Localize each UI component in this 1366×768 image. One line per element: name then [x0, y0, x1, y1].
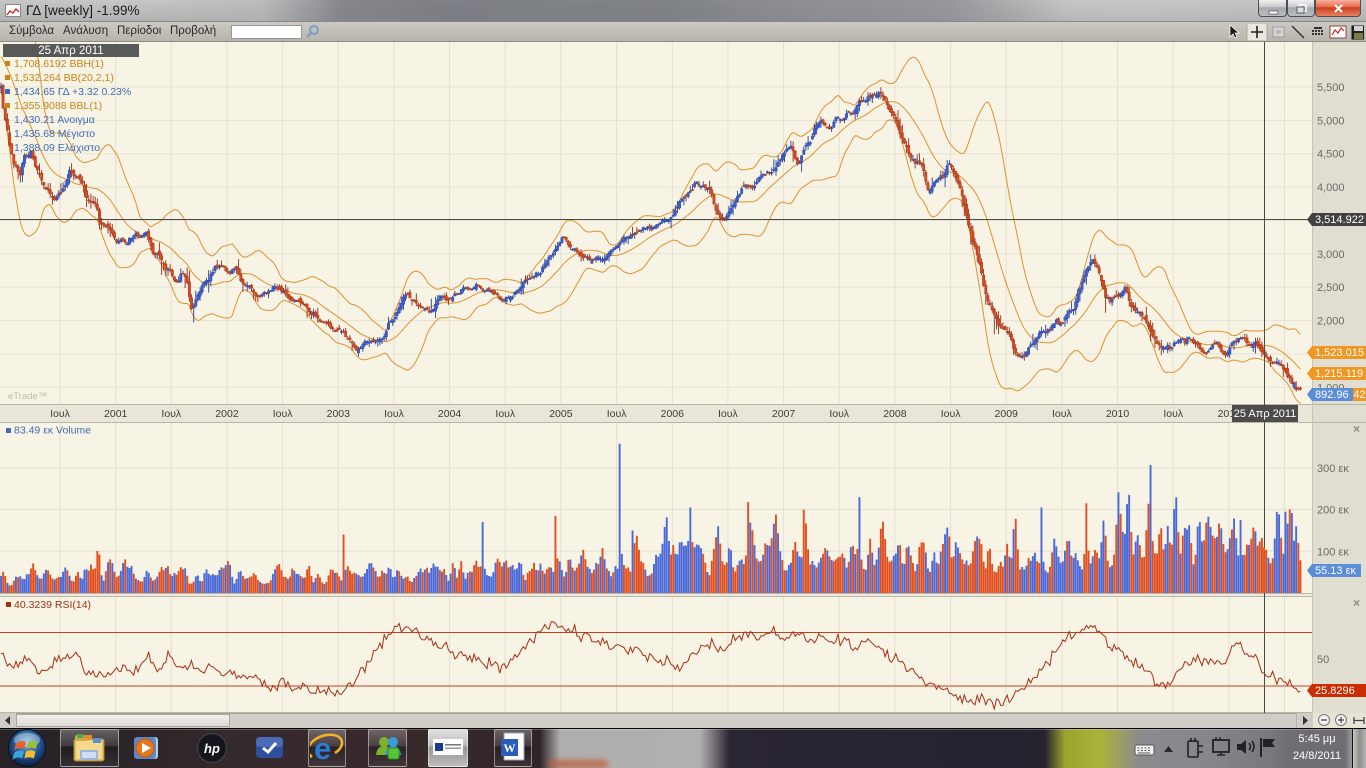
- svg-text:1,434.65 ΓΔ +3.32 0.23%: 1,434.65 ΓΔ +3.32 0.23%: [14, 86, 131, 98]
- svg-text:200 εκ: 200 εκ: [1317, 505, 1349, 517]
- svg-text:Ιουλ: Ιουλ: [50, 408, 70, 420]
- svg-text:300 εκ: 300 εκ: [1317, 463, 1349, 475]
- svg-text:e: e: [314, 731, 331, 765]
- svg-text:Ιουλ: Ιουλ: [718, 408, 738, 420]
- svg-text:892.96: 892.96: [1315, 389, 1349, 401]
- svg-text:1,388.09 Ελάχιστο: 1,388.09 Ελάχιστο: [14, 142, 100, 154]
- svg-text:2006: 2006: [661, 408, 685, 420]
- svg-text:5,500: 5,500: [1317, 82, 1345, 94]
- svg-text:2001: 2001: [104, 408, 128, 420]
- svg-text:2002: 2002: [215, 408, 239, 420]
- svg-text:2009: 2009: [995, 408, 1019, 420]
- svg-text:Ιουλ: Ιουλ: [384, 408, 404, 420]
- svg-text:Ιουλ: Ιουλ: [941, 408, 961, 420]
- svg-text:4,500: 4,500: [1317, 149, 1345, 161]
- svg-text:Ιουλ: Ιουλ: [1163, 408, 1183, 420]
- svg-text:Ιουλ: Ιουλ: [829, 408, 849, 420]
- svg-text:2003: 2003: [327, 408, 351, 420]
- svg-text:1,708.6192 BBH(1): 1,708.6192 BBH(1): [14, 58, 104, 70]
- svg-text:eTrade™: eTrade™: [8, 391, 47, 402]
- svg-text:25 Απρ 2011: 25 Απρ 2011: [1234, 408, 1297, 420]
- svg-text:Ιουλ: Ιουλ: [607, 408, 627, 420]
- svg-text:3,514.922: 3,514.922: [1315, 214, 1364, 226]
- svg-text:×: ×: [1353, 596, 1360, 610]
- svg-text:3,000: 3,000: [1317, 249, 1345, 261]
- svg-text:2004: 2004: [438, 408, 462, 420]
- svg-text:W: W: [504, 741, 516, 755]
- svg-text:Ιουλ: Ιουλ: [1052, 408, 1072, 420]
- svg-text:25 Απρ 2011: 25 Απρ 2011: [38, 45, 103, 57]
- svg-text:40.3239 RSI(14): 40.3239 RSI(14): [14, 599, 91, 611]
- svg-text:55.13 εκ: 55.13 εκ: [1315, 565, 1356, 577]
- svg-text:2005: 2005: [549, 408, 573, 420]
- svg-text:hp: hp: [204, 741, 220, 756]
- svg-text:25.8296: 25.8296: [1315, 685, 1355, 697]
- svg-text:5,000: 5,000: [1317, 115, 1345, 127]
- svg-text:1,215.119: 1,215.119: [1315, 368, 1363, 380]
- svg-text:1,430.21 Ανοιγμα: 1,430.21 Ανοιγμα: [14, 114, 95, 126]
- svg-text:Ιουλ: Ιουλ: [273, 408, 293, 420]
- svg-text:2008: 2008: [883, 408, 907, 420]
- svg-text:Ιουλ: Ιουλ: [495, 408, 515, 420]
- svg-text:2010: 2010: [1106, 408, 1130, 420]
- svg-text:1,523.015: 1,523.015: [1315, 347, 1364, 359]
- svg-text:100 εκ: 100 εκ: [1317, 546, 1349, 558]
- svg-text:50: 50: [1317, 654, 1329, 666]
- svg-text:1,435.68 Μέγιστο: 1,435.68 Μέγιστο: [14, 128, 95, 140]
- svg-text:1,532.264 BB(20,2,1): 1,532.264 BB(20,2,1): [14, 72, 114, 84]
- svg-text:4,000: 4,000: [1317, 182, 1345, 194]
- svg-text:2007: 2007: [772, 408, 796, 420]
- svg-text:2,000: 2,000: [1317, 316, 1345, 328]
- svg-text:2,500: 2,500: [1317, 282, 1345, 294]
- svg-text:1,355.9088 BBL(1): 1,355.9088 BBL(1): [14, 100, 102, 112]
- svg-text:Ιουλ: Ιουλ: [161, 408, 181, 420]
- svg-text:83.49 εκ Volume: 83.49 εκ Volume: [14, 425, 91, 437]
- svg-text:×: ×: [1353, 422, 1360, 436]
